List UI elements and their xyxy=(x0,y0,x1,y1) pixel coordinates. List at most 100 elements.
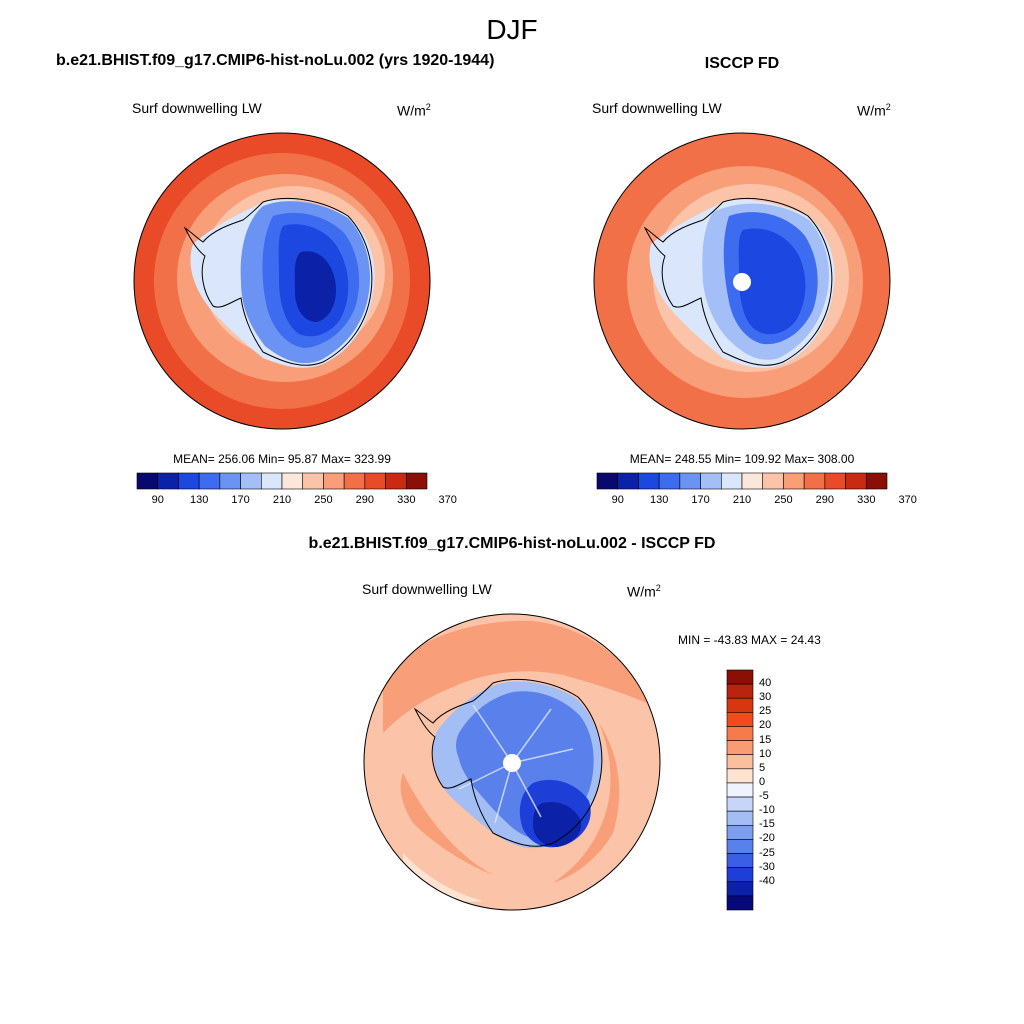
panel1-map-border xyxy=(133,132,431,430)
panel1-var-label: Surf downwelling LW xyxy=(132,100,262,116)
panel3-colorbar-box xyxy=(726,726,754,741)
panel1-colorbar-tick-label: 370 xyxy=(438,494,457,506)
panel1-map xyxy=(133,132,431,430)
panel1-colorbar xyxy=(136,472,428,490)
panel3-stats: MIN = -43.83 MAX = 24.43 xyxy=(678,633,821,647)
panel2-title: ISCCP FD xyxy=(704,55,780,72)
panel3-colorbar-tick-label: -5 xyxy=(759,790,769,803)
panel1-colorbar-box xyxy=(219,472,241,490)
panel1-ice-core xyxy=(294,251,337,322)
panel3-colorbar-box xyxy=(726,853,754,868)
panel1-colorbar-tick-label: 210 xyxy=(272,494,292,506)
panel3-colorbar-box xyxy=(726,881,754,897)
panel2-colorbar-tick-label: 130 xyxy=(649,494,669,506)
panel1-colorbar-tick-label: 250 xyxy=(314,494,333,506)
panel3-colorbar-tick-label: 25 xyxy=(759,705,772,718)
panel3-colorbar-box xyxy=(726,867,754,883)
panel1-colorbar-box xyxy=(302,472,324,490)
panel3-colorbar-box xyxy=(726,796,754,812)
panel2-colorbar-box xyxy=(741,472,764,490)
panel2-stats: MEAN= 248.55 Min= 109.92 Max= 308.00 xyxy=(629,452,855,466)
panel2-colorbar-tick-label: 250 xyxy=(774,494,793,506)
panel3-colorbar-box xyxy=(726,782,754,798)
panel2-colorbar-box xyxy=(700,472,722,490)
panel3-colorbar-tick-label: 40 xyxy=(759,677,772,690)
panel1-units: W/m2 xyxy=(397,102,431,119)
panel3-colorbar-tick-label: -15 xyxy=(759,818,775,831)
panel2-map-border xyxy=(593,132,891,430)
panel2-colorbar-tick-label: 170 xyxy=(691,494,710,506)
panel2-colorbar-box xyxy=(865,472,888,490)
panel3-coastline xyxy=(413,678,603,847)
panel3-colorbar-tick-label: 0 xyxy=(759,775,766,788)
panel1-colorbar-box xyxy=(385,472,407,490)
panel3-colorbar-box xyxy=(726,824,754,840)
panel2-colorbar xyxy=(596,472,888,490)
panel2-coastline xyxy=(643,197,833,366)
panel3-pole-streaks xyxy=(458,704,574,824)
panel3-colorbar-tick-label: 15 xyxy=(759,733,772,746)
panel3-title: b.e21.BHIST.f09_g17.CMIP6-hist-noLu.002 … xyxy=(308,535,716,552)
panel3-positive-patch-west xyxy=(400,773,493,875)
panel3-colorbar-tick-label: 30 xyxy=(759,691,772,704)
panel2-colorbar-tick-label: 370 xyxy=(898,494,917,506)
panel3-colorbar-box xyxy=(726,697,754,713)
panel3-colorbar-tick-label: -20 xyxy=(759,832,775,845)
panel3-colorbar-box xyxy=(726,810,754,826)
panel1-colorbar-box xyxy=(343,472,366,490)
panel2-colorbar-box xyxy=(638,472,660,490)
panel1-colorbar-tick-label: 170 xyxy=(231,494,250,506)
panel1-stats: MEAN= 256.06 Min= 95.87 Max= 323.99 xyxy=(173,452,391,466)
panel3-positive-patch-north xyxy=(383,620,647,733)
panel3-colorbar-tick-label: -10 xyxy=(759,804,775,817)
panel1-coastline xyxy=(183,197,373,366)
panel3-pole-hole xyxy=(503,754,521,772)
panel1-colorbar-tick-label: 290 xyxy=(355,494,375,506)
panel3-colorbar-tick-label: 5 xyxy=(759,761,766,774)
panel1-colorbar-tick-label: 130 xyxy=(189,494,209,506)
panel2-map xyxy=(593,132,891,430)
panel2-colorbar-labels: 90 130 170 210 250 290 330 370 xyxy=(597,494,917,510)
panel3-positive-patch-east xyxy=(553,723,620,883)
panel3-colorbar-box xyxy=(726,683,754,699)
panel2-var-label: Surf downwelling LW xyxy=(592,100,722,116)
panel3-colorbar-tick-label: 20 xyxy=(759,719,772,732)
panel3-colorbar-box xyxy=(726,740,754,756)
panel2-units: W/m2 xyxy=(857,102,891,119)
panel2-colorbar-tick-label: 290 xyxy=(815,494,835,506)
panel3-colorbar-tick-label: -25 xyxy=(759,846,775,859)
main-title: DJF xyxy=(486,14,538,45)
panel2-colorbar-tick-label: 90 xyxy=(611,494,624,506)
panel3-colorbar-box xyxy=(726,895,754,911)
panel2-colorbar-box xyxy=(596,472,619,490)
panel2-colorbar-box xyxy=(720,472,743,490)
panel2-colorbar-tick-label: 330 xyxy=(857,494,876,506)
panel2-colorbar-box xyxy=(845,472,867,490)
panel1-colorbar-box xyxy=(323,472,345,490)
panel1-colorbar-tick-label: 330 xyxy=(397,494,416,506)
panel2-colorbar-box xyxy=(762,472,784,490)
panel1-colorbar-box xyxy=(198,472,221,490)
panel3-ice-core xyxy=(533,801,582,847)
panel3-colorbar xyxy=(726,669,754,911)
panel2-ice-3 xyxy=(738,228,806,335)
panel3-map-border xyxy=(363,613,661,911)
panel2-colorbar-box xyxy=(783,472,805,490)
panel3-var-label: Surf downwelling LW xyxy=(362,581,492,597)
panel1-title: b.e21.BHIST.f09_g17.CMIP6-hist-noLu.002 … xyxy=(56,52,495,69)
panel3-colorbar-box xyxy=(726,768,754,784)
panel2-colorbar-box xyxy=(679,472,701,490)
panel2-colorbar-box xyxy=(658,472,681,490)
panel3-colorbar-tick-label: -40 xyxy=(759,874,775,887)
panel3-colorbar-box xyxy=(726,712,754,727)
panel1-colorbar-box xyxy=(281,472,304,490)
panel3-colorbar-box xyxy=(726,669,754,685)
panel3-colorbar-labels: 40 30 25 20 15 10 5 0 -5 -10 -15 -20 -25 -30 -40 xyxy=(759,670,799,910)
panel1-colorbar-tick-label: 90 xyxy=(151,494,164,506)
panel2-pole-hole xyxy=(733,273,751,291)
panel2-colorbar-box xyxy=(824,472,846,490)
panel1-colorbar-box xyxy=(178,472,200,490)
panel2-colorbar-box xyxy=(617,472,639,490)
panel1-colorbar-box xyxy=(364,472,386,490)
panel1-colorbar-box xyxy=(136,472,159,490)
